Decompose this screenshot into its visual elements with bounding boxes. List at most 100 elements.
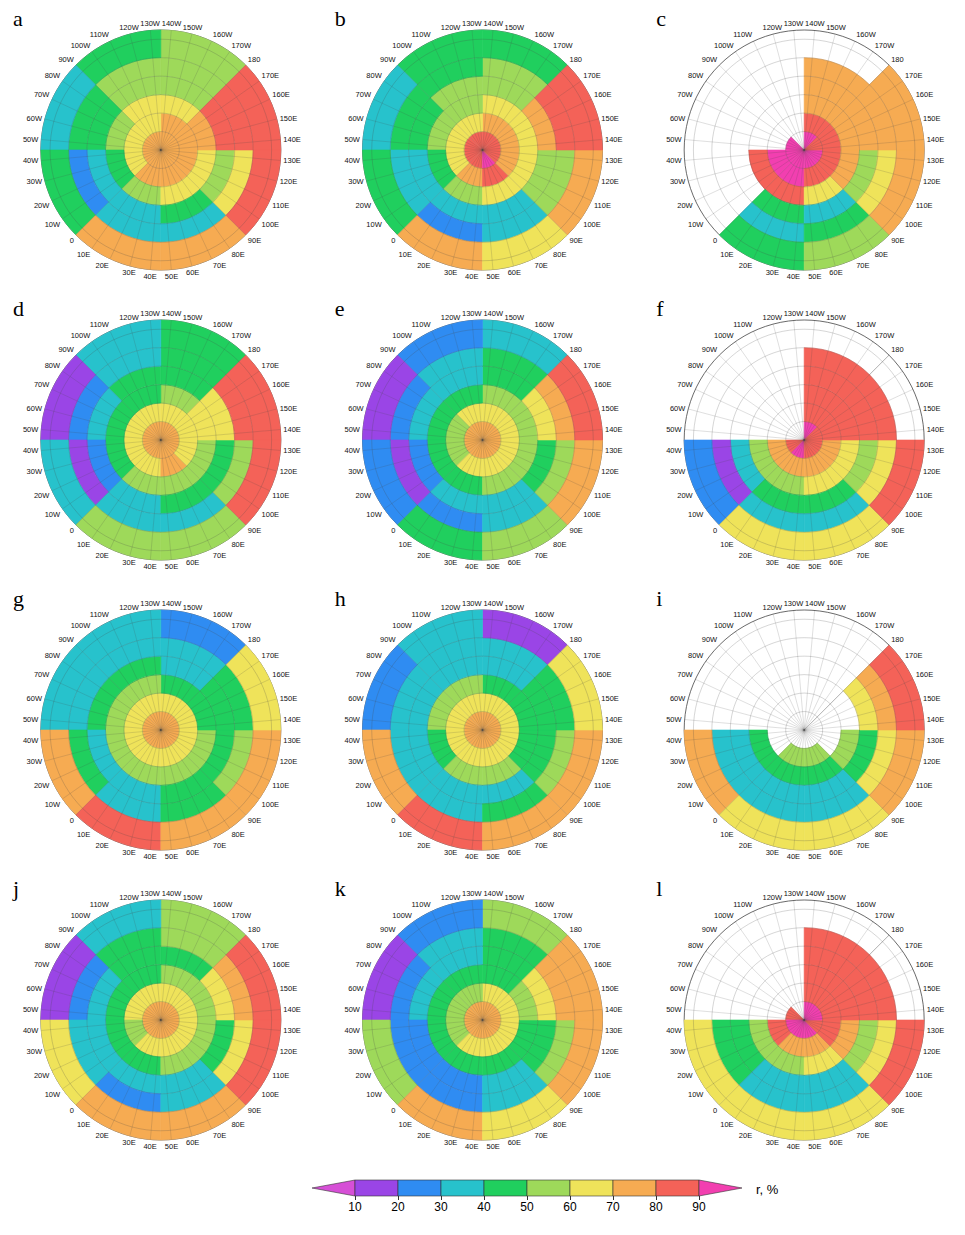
svg-text:100W: 100W <box>392 621 413 630</box>
svg-text:130E: 130E <box>283 446 301 455</box>
svg-text:110W: 110W <box>90 610 110 619</box>
svg-text:10W: 10W <box>688 220 704 229</box>
svg-text:80E: 80E <box>553 830 566 839</box>
svg-text:100W: 100W <box>714 331 735 340</box>
svg-text:30W: 30W <box>27 757 43 766</box>
svg-text:130E: 130E <box>927 446 945 455</box>
svg-text:30W: 30W <box>348 757 364 766</box>
svg-text:120E: 120E <box>601 1047 619 1056</box>
svg-text:10W: 10W <box>688 510 704 519</box>
svg-text:140W: 140W <box>483 19 504 28</box>
svg-text:160E: 160E <box>916 960 934 969</box>
svg-text:130E: 130E <box>605 1026 623 1035</box>
svg-text:160W: 160W <box>534 320 555 329</box>
svg-text:150E: 150E <box>601 114 619 123</box>
svg-text:70W: 70W <box>356 960 372 969</box>
svg-text:20: 20 <box>391 1200 405 1214</box>
svg-text:10W: 10W <box>45 510 61 519</box>
svg-text:30W: 30W <box>670 757 686 766</box>
svg-text:30E: 30E <box>766 268 779 277</box>
svg-text:100E: 100E <box>583 220 601 229</box>
svg-text:150W: 150W <box>183 23 204 32</box>
svg-text:130W: 130W <box>784 19 805 28</box>
svg-text:50E: 50E <box>487 562 500 571</box>
svg-text:10W: 10W <box>45 220 61 229</box>
svg-text:120E: 120E <box>923 177 941 186</box>
svg-text:30E: 30E <box>766 848 779 857</box>
svg-text:110E: 110E <box>916 201 933 210</box>
svg-text:130W: 130W <box>784 599 805 608</box>
svg-text:110W: 110W <box>411 610 431 619</box>
svg-text:80E: 80E <box>553 1120 566 1129</box>
svg-text:120E: 120E <box>601 177 619 186</box>
svg-text:50W: 50W <box>345 425 361 434</box>
svg-text:30W: 30W <box>670 177 686 186</box>
svg-text:20W: 20W <box>356 201 372 210</box>
svg-text:120W: 120W <box>763 313 784 322</box>
svg-text:100E: 100E <box>905 1090 923 1099</box>
svg-text:180: 180 <box>891 55 904 64</box>
svg-text:120W: 120W <box>119 313 140 322</box>
svg-text:100E: 100E <box>262 800 280 809</box>
svg-text:j: j <box>12 876 19 901</box>
svg-text:160W: 160W <box>213 320 234 329</box>
svg-text:50E: 50E <box>487 852 500 861</box>
svg-text:130E: 130E <box>605 736 623 745</box>
svg-text:170E: 170E <box>583 941 601 950</box>
svg-text:70E: 70E <box>213 261 226 270</box>
svg-text:130W: 130W <box>462 599 483 608</box>
svg-text:130E: 130E <box>283 156 301 165</box>
svg-text:170W: 170W <box>553 41 574 50</box>
svg-text:90W: 90W <box>380 345 396 354</box>
svg-text:20W: 20W <box>677 781 693 790</box>
svg-text:20E: 20E <box>417 261 430 270</box>
svg-text:10E: 10E <box>77 830 90 839</box>
svg-text:70W: 70W <box>677 380 693 389</box>
svg-text:170E: 170E <box>905 651 923 660</box>
svg-text:90W: 90W <box>702 345 718 354</box>
svg-text:60W: 60W <box>670 114 686 123</box>
svg-text:30E: 30E <box>122 268 135 277</box>
svg-text:90W: 90W <box>380 925 396 934</box>
svg-text:160W: 160W <box>856 320 877 329</box>
svg-text:140E: 140E <box>605 135 623 144</box>
svg-text:20W: 20W <box>677 201 693 210</box>
svg-text:40W: 40W <box>23 1026 39 1035</box>
svg-text:60E: 60E <box>186 268 199 277</box>
svg-text:r, %: r, % <box>756 1182 779 1197</box>
svg-text:150W: 150W <box>505 603 526 612</box>
svg-text:140W: 140W <box>483 599 504 608</box>
svg-text:180: 180 <box>569 925 582 934</box>
svg-text:10W: 10W <box>45 800 61 809</box>
svg-text:110E: 110E <box>594 491 611 500</box>
svg-text:40W: 40W <box>345 736 361 745</box>
svg-text:130E: 130E <box>605 156 623 165</box>
svg-text:0: 0 <box>70 816 74 825</box>
svg-text:160E: 160E <box>594 670 612 679</box>
svg-text:90W: 90W <box>702 55 718 64</box>
svg-text:30W: 30W <box>670 1047 686 1056</box>
svg-text:150W: 150W <box>826 893 847 902</box>
svg-text:140E: 140E <box>927 425 945 434</box>
svg-text:160E: 160E <box>272 90 290 99</box>
svg-text:50E: 50E <box>808 852 821 861</box>
svg-text:100E: 100E <box>583 1090 601 1099</box>
svg-text:60W: 60W <box>348 114 364 123</box>
svg-text:160E: 160E <box>916 670 934 679</box>
svg-text:140W: 140W <box>162 889 183 898</box>
svg-text:40E: 40E <box>143 1142 156 1151</box>
svg-text:0: 0 <box>70 526 74 535</box>
svg-text:90W: 90W <box>380 55 396 64</box>
svg-text:90E: 90E <box>569 1106 582 1115</box>
svg-text:20E: 20E <box>739 261 752 270</box>
svg-text:60W: 60W <box>670 404 686 413</box>
svg-text:110W: 110W <box>411 320 431 329</box>
svg-text:170E: 170E <box>262 71 280 80</box>
svg-text:20W: 20W <box>356 1071 372 1080</box>
svg-text:50W: 50W <box>23 135 39 144</box>
svg-text:160E: 160E <box>594 90 612 99</box>
svg-text:170E: 170E <box>262 941 280 950</box>
svg-text:20W: 20W <box>34 491 50 500</box>
svg-text:110W: 110W <box>733 30 753 39</box>
svg-text:90W: 90W <box>58 55 74 64</box>
